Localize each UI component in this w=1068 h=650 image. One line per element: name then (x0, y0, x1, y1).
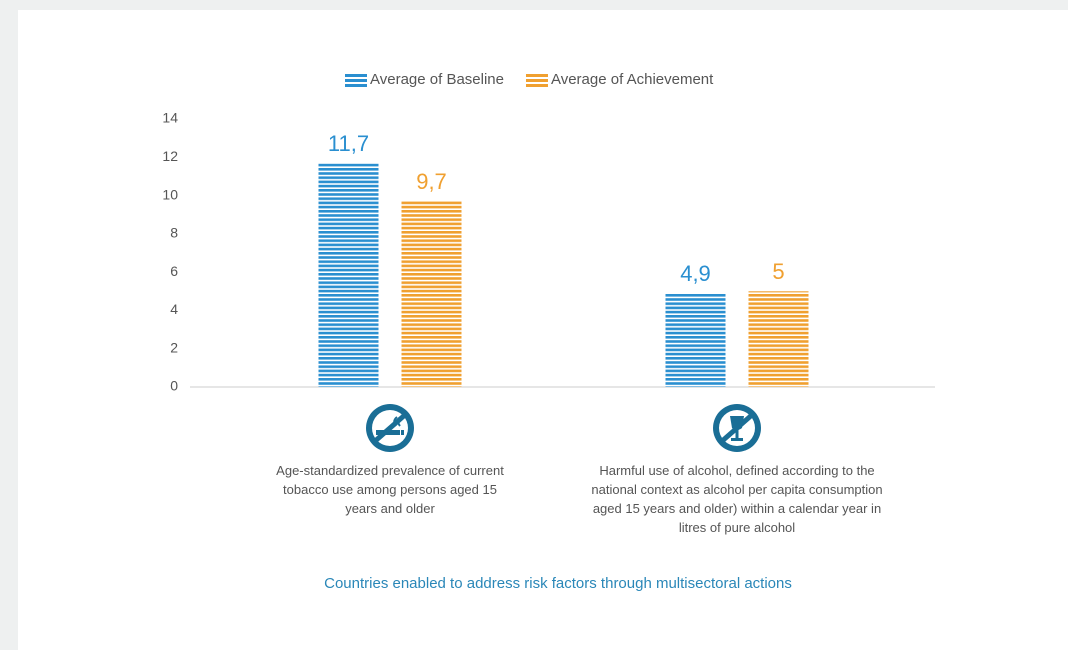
legend-item: Average of Baseline (345, 71, 504, 88)
data-label: 11,7 (328, 131, 369, 156)
y-tick-label: 14 (162, 110, 178, 126)
y-tick-label: 0 (170, 378, 178, 394)
bar (665, 293, 726, 387)
data-label: 4,9 (680, 261, 711, 286)
y-tick-label: 8 (170, 225, 178, 241)
caption: Countries enabled to address risk factor… (324, 575, 792, 592)
no-alcohol-icon (713, 404, 761, 452)
legend-label: Average of Baseline (370, 71, 504, 88)
y-tick-label: 12 (162, 148, 178, 164)
data-label: 5 (772, 259, 784, 284)
legend-swatch (345, 79, 367, 82)
panel (18, 10, 1068, 650)
legend-swatch (525, 79, 548, 82)
bar (401, 201, 462, 387)
legend-label: Average of Achievement (551, 71, 714, 88)
legend-swatch (525, 84, 548, 87)
x-tick-label: Age-standardized prevalence of current t… (276, 463, 504, 516)
bar (318, 163, 379, 387)
no-smoking-icon (366, 404, 414, 452)
y-tick-label: 6 (170, 263, 178, 279)
bar (748, 291, 809, 387)
legend-swatch (345, 74, 367, 77)
y-tick-label: 4 (170, 301, 178, 317)
legend-swatch (525, 74, 548, 77)
y-tick-label: 2 (170, 339, 178, 355)
y-tick-label: 10 (162, 186, 178, 202)
data-label: 9,7 (416, 169, 447, 194)
legend-swatch (345, 84, 367, 87)
legend-item: Average of Achievement (525, 71, 714, 88)
x-tick-label: Harmful use of alcohol, defined accordin… (591, 463, 883, 535)
